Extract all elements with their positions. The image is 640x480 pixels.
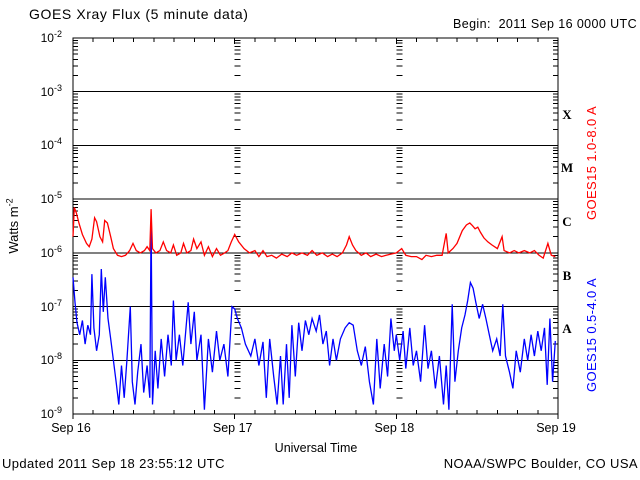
legend-goes15-short-channel: GOES15 0.5-4.0 A	[584, 277, 599, 393]
flare-class-letter-a: A	[562, 321, 572, 337]
y-tick-label: 10-7	[40, 297, 62, 314]
flare-class-letter-b: B	[562, 267, 572, 283]
y-tick-label: 10-3	[40, 82, 62, 99]
x-tick-label: Sep 19	[536, 421, 576, 435]
flare-class-letter-x: X	[562, 106, 572, 122]
y-tick-label: 10-6	[40, 243, 62, 260]
y-tick-label: 10-9	[40, 405, 62, 422]
plot-frame	[72, 37, 559, 415]
flare-class-letter-m: M	[560, 160, 574, 176]
page-title: GOES Xray Flux (5 minute data)	[29, 6, 249, 22]
y-tick-label: 10-8	[40, 351, 62, 368]
flare-class-letter-c: C	[562, 214, 572, 229]
begin-label: Begin:	[452, 17, 491, 31]
series-goes15-0-5-4-0-a	[72, 220, 556, 410]
x-tick-label: Sep 18	[374, 421, 415, 435]
begin-timestamp: Begin: 2011 Sep 16 0000 UTC	[453, 17, 637, 31]
legend-goes15-long-channel: GOES15 1.0-8.0 A	[584, 105, 599, 221]
y-axis-title: Watts m-2	[4, 198, 21, 254]
x-tick-label: Sep 17	[212, 421, 253, 435]
x-axis-title: Universal Time	[274, 441, 358, 455]
x-tick-label: Sep 16	[51, 421, 91, 435]
y-tick-label: 10-4	[40, 136, 62, 153]
y-tick-label: 10-2	[40, 29, 62, 46]
y-tick-label: 10-5	[40, 190, 62, 207]
begin-value: 2011 Sep 16 0000 UTC	[498, 17, 637, 31]
source-attribution: NOAA/SWPC Boulder, CO USA	[443, 456, 638, 471]
series-goes15-1-0-8-0-a	[72, 207, 556, 261]
updated-timestamp: Updated 2011 Sep 18 23:55:12 UTC	[2, 456, 225, 471]
